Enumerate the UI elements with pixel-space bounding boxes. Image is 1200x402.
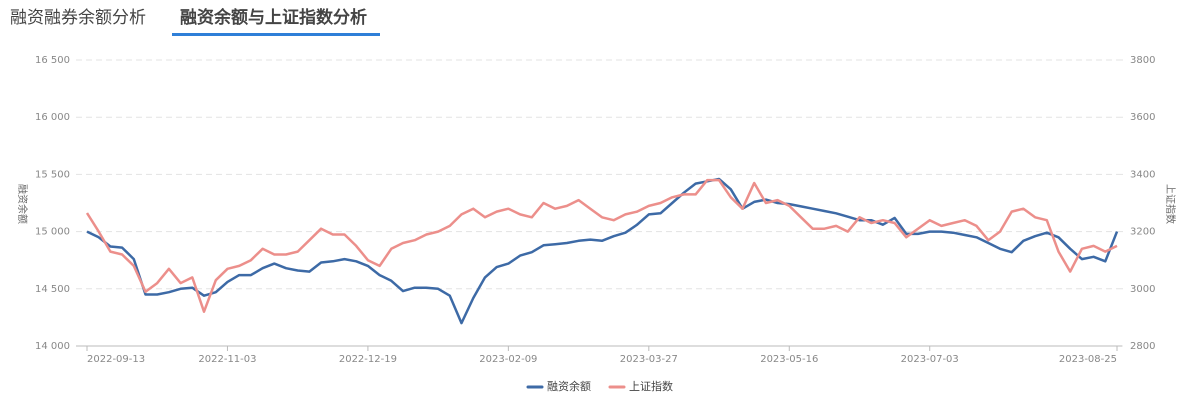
legend-label: 融资余额 xyxy=(547,379,591,393)
x-tick-label: 2022-09-13 xyxy=(87,354,145,365)
y2-tick-label: 3400 xyxy=(1130,169,1155,180)
tab-underline xyxy=(172,33,380,36)
tab-active[interactable]: 融资余额与上证指数分析 xyxy=(180,7,367,28)
y2-tick-label: 3000 xyxy=(1130,284,1155,295)
y-tick-label: 14 000 xyxy=(35,341,70,352)
x-tick-label: 2023-08-25 xyxy=(1059,354,1117,365)
y-tick-label: 16 500 xyxy=(35,55,70,66)
legend-label: 上证指数 xyxy=(629,379,673,393)
y-tick-label: 16 000 xyxy=(35,112,70,123)
y2-tick-label: 3600 xyxy=(1130,112,1155,123)
tab[interactable]: 融资融券余额分析 xyxy=(10,8,146,28)
y2-tick-label: 3800 xyxy=(1130,55,1155,66)
y-tick-label: 14 500 xyxy=(35,284,70,295)
y2-tick-label: 3200 xyxy=(1130,227,1155,238)
x-tick-label: 2023-07-03 xyxy=(901,354,959,365)
x-tick-label: 2023-02-09 xyxy=(479,354,537,365)
x-tick-label: 2022-12-19 xyxy=(339,354,397,365)
series-line xyxy=(86,177,1119,325)
x-tick-label: 2023-05-16 xyxy=(760,354,818,365)
series-line xyxy=(85,178,1118,313)
y-tick-label: 15 500 xyxy=(35,169,70,180)
y-axis-title: 融资余额 xyxy=(16,184,29,224)
y2-axis-title: 上证指数 xyxy=(1164,184,1177,224)
x-tick-label: 2023-03-27 xyxy=(620,354,678,365)
y2-tick-label: 2800 xyxy=(1130,341,1155,352)
y-tick-label: 15 000 xyxy=(35,227,70,238)
x-tick-label: 2022-11-03 xyxy=(198,354,256,365)
